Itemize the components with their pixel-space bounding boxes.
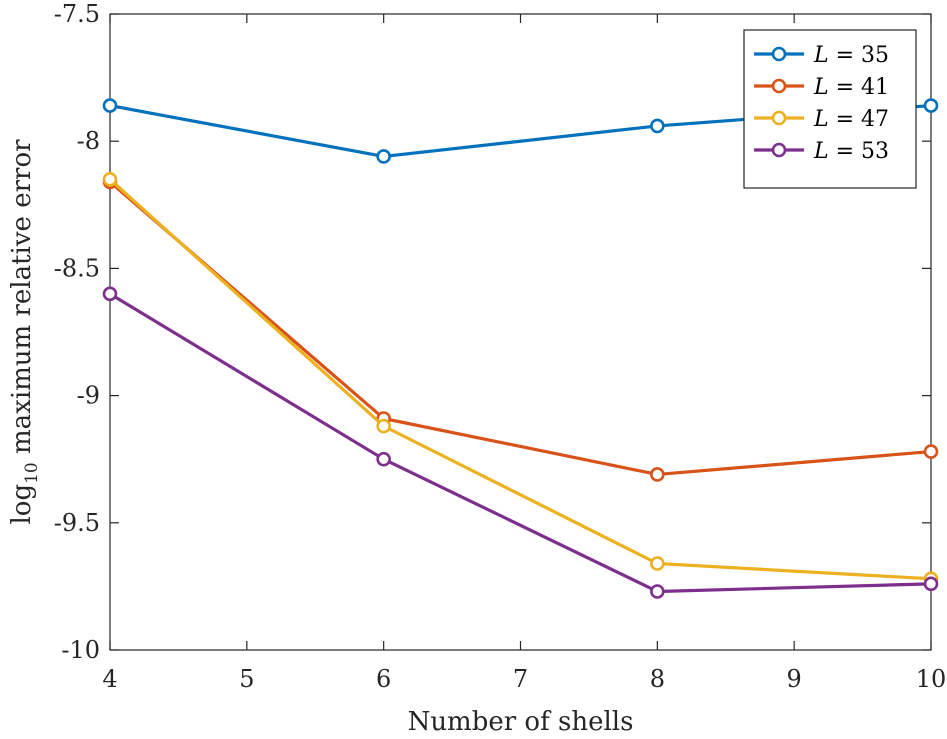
legend-entry: L = 41 (754, 75, 889, 100)
legend-entry: L = 53 (754, 139, 889, 164)
legend-label-variable: L (813, 75, 829, 100)
series-line (109, 292, 932, 594)
x-tick-label: 6 (376, 665, 391, 693)
x-tick-label: 8 (650, 665, 665, 693)
data-point (102, 172, 118, 187)
y-tick-label: -7.5 (54, 0, 100, 28)
legend-label: L = 35 (813, 43, 889, 68)
series-line (108, 178, 932, 581)
data-point (923, 98, 939, 113)
y-axis-title-subscript: 10 (22, 462, 42, 484)
legend-swatch-marker (771, 46, 787, 62)
legend-label: L = 41 (813, 75, 889, 100)
x-tick-label: 7 (513, 665, 528, 693)
x-axis-title: Number of shells (408, 707, 634, 737)
y-axis-title: log10 maximum relative error (7, 139, 42, 525)
x-tick-label: 5 (239, 665, 254, 693)
y-axis-title-rest: maximum relative error (7, 139, 37, 462)
legend-swatch-marker (771, 110, 787, 126)
x-tick-label: 4 (102, 665, 117, 693)
series-l47 (102, 172, 939, 587)
data-point (376, 451, 391, 467)
axes: 4 5 6 7 8 9 10 -10 -9.5 -9 -8.5 -8 -7.5 (54, 0, 947, 693)
y-tick-label: -8.5 (54, 254, 100, 282)
legend-entry: L = 35 (754, 43, 889, 68)
legend-label-value: = 41 (829, 75, 889, 100)
series-line (108, 180, 932, 477)
legend-label-value: = 47 (829, 107, 889, 132)
y-tick-label: -9 (77, 382, 100, 410)
legend-swatch-marker (771, 142, 787, 158)
legend-swatch-marker (771, 78, 787, 94)
data-point (376, 149, 391, 164)
data-point (376, 418, 391, 434)
legend-label-variable: L (813, 139, 829, 164)
legend-label-value: = 53 (829, 139, 889, 164)
legend-label-variable: L (813, 43, 829, 68)
y-tick-label: -8 (77, 127, 100, 155)
data-point (102, 98, 118, 113)
series-l53 (102, 286, 939, 599)
series-group (102, 98, 939, 599)
series-l41 (102, 174, 939, 482)
y-tick-label: -10 (61, 636, 100, 664)
data-point (102, 286, 118, 302)
data-point (650, 118, 665, 134)
legend-label: L = 47 (813, 107, 889, 132)
data-point (650, 584, 665, 599)
data-point (650, 467, 665, 482)
data-point (923, 444, 939, 459)
legend-entry: L = 47 (754, 107, 889, 132)
legend-label-variable: L (813, 107, 829, 132)
x-tick-label: 10 (916, 665, 947, 693)
data-point (650, 556, 665, 571)
y-tick-label: -9.5 (54, 509, 100, 537)
y-axis-title-log: log (7, 484, 37, 525)
data-point (923, 576, 939, 592)
legend-label: L = 53 (813, 139, 889, 164)
x-tick-label: 9 (787, 665, 802, 693)
legend-label-value: = 35 (829, 43, 889, 68)
legend: L = 35L = 41L = 47L = 53 (743, 29, 917, 189)
